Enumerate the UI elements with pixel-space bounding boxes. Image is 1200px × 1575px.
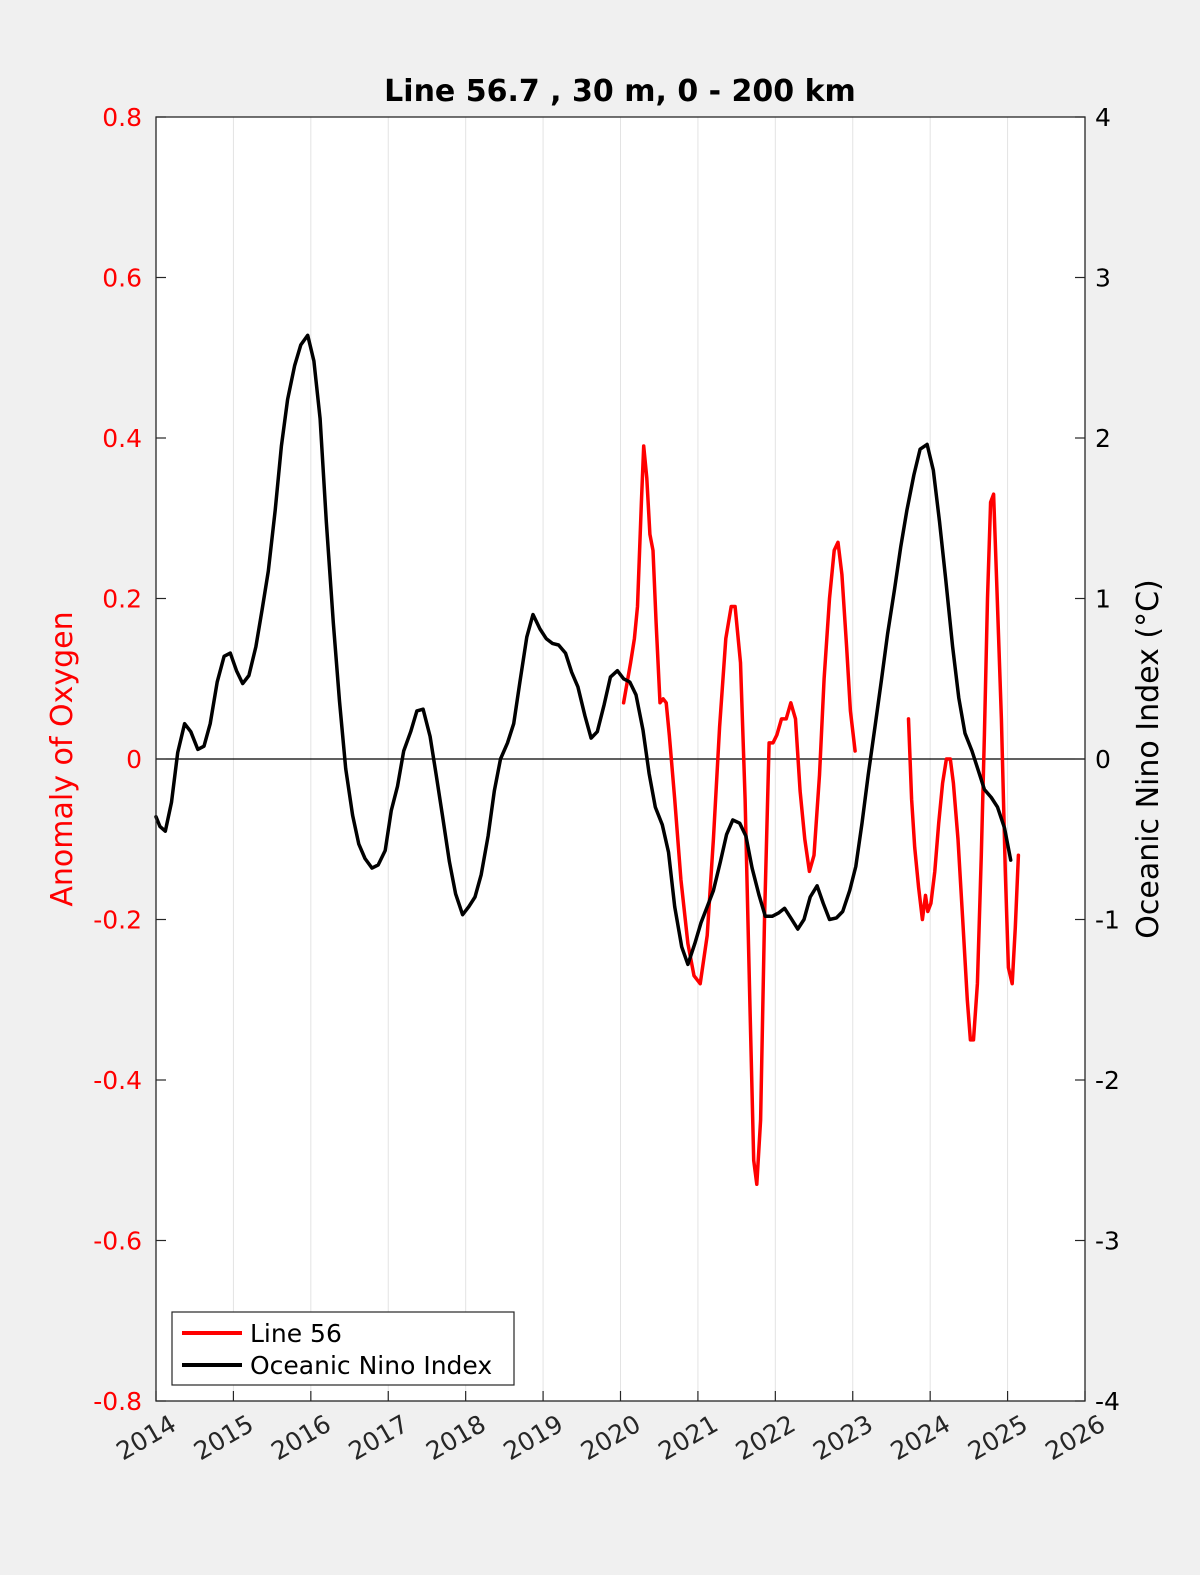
right-tick-label: -3 [1095, 1227, 1120, 1256]
left-tick-label: 0.6 [102, 264, 142, 293]
legend: Line 56 Oceanic Nino Index [171, 1311, 515, 1386]
left-tick-label: -0.4 [93, 1066, 142, 1095]
legend-label-line56: Line 56 [250, 1319, 342, 1348]
legend-box [171, 1311, 515, 1386]
left-axis-label: Anomaly of Oxygen [45, 611, 80, 906]
series-line-56 [621, 444, 1021, 1187]
series-layer [154, 333, 1021, 1187]
right-tick-label: 0 [1095, 745, 1111, 774]
series-oceanic-nino-index [154, 333, 1013, 967]
left-tick-label: 0.8 [102, 103, 142, 132]
left-tick-label: 0.4 [102, 424, 142, 453]
series-line-segment [906, 492, 1021, 1042]
left-tick-label: 0.2 [102, 585, 142, 614]
legend-label-oni: Oceanic Nino Index [250, 1351, 492, 1380]
right-tick-label: 4 [1095, 103, 1111, 132]
left-tick-label: -0.6 [93, 1227, 142, 1256]
left-tick-label: 0 [126, 745, 142, 774]
right-y-axis: -4 -3 -2 -1 0 1 2 3 4 [1075, 103, 1120, 1416]
series-line-segment [621, 444, 857, 1187]
right-tick-label: 2 [1095, 424, 1111, 453]
series-line-segment [154, 333, 1013, 967]
right-tick-label: -1 [1095, 906, 1120, 935]
left-tick-label: -0.8 [93, 1387, 142, 1416]
left-tick-label: -0.2 [93, 906, 142, 935]
right-tick-label: 1 [1095, 585, 1111, 614]
left-y-axis: -0.8 -0.6 -0.4 -0.2 0 0.2 0.4 0.6 0.8 [93, 103, 166, 1416]
right-axis-label: Oceanic Nino Index (°C) [1131, 579, 1166, 939]
right-tick-label: -4 [1095, 1387, 1120, 1416]
right-tick-label: 3 [1095, 264, 1111, 293]
chart-title: Line 56.7 , 30 m, 0 - 200 km [384, 74, 856, 109]
right-tick-label: -2 [1095, 1066, 1120, 1095]
